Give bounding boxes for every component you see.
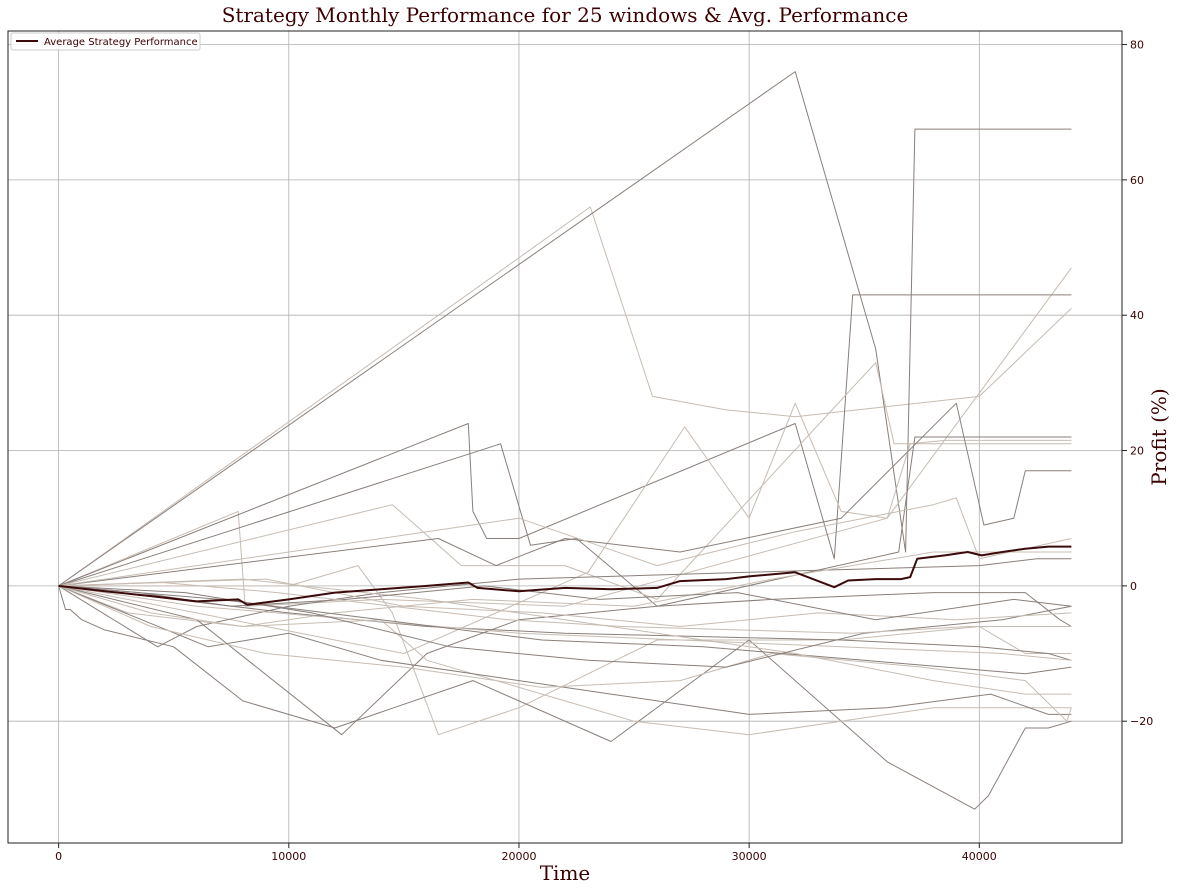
window-series-line-7 [58, 362, 1072, 600]
window-series-line-23 [58, 578, 1072, 627]
window-series-line-1 [58, 206, 1072, 587]
y-axis-ticks: −20 0 20 40 60 80 [1122, 39, 1153, 728]
window-series-line-21 [58, 578, 1072, 695]
window-series-line-15 [58, 585, 1072, 736]
y-tick-label: 60 [1130, 174, 1144, 187]
chart-title: Strategy Monthly Performance for 25 wind… [222, 3, 909, 27]
window-series-line-5 [58, 402, 1072, 654]
window-series-line-9 [58, 497, 1072, 587]
x-tick-label: 30000 [732, 850, 767, 863]
y-tick-label: 40 [1130, 309, 1144, 322]
window-series-line-2 [58, 71, 1072, 587]
y-tick-label: 80 [1130, 39, 1144, 52]
window-series-line-13 [58, 565, 1072, 736]
window-series-group [58, 71, 1072, 810]
x-tick-label: 20000 [501, 850, 536, 863]
legend-box [10, 32, 201, 51]
y-tick-label: −20 [1130, 715, 1153, 728]
x-tick-label: 10000 [271, 850, 306, 863]
y-tick-label: 0 [1130, 580, 1137, 593]
x-axis-ticks: 0 10000 20000 30000 40000 [55, 843, 997, 863]
x-tick-label: 40000 [962, 850, 997, 863]
x-tick-label: 0 [55, 850, 62, 863]
average-series-group [58, 545, 1072, 606]
window-series-line-19 [58, 585, 1072, 661]
window-series-line-14 [58, 585, 1072, 810]
y-axis-label: Profit (%) [1147, 388, 1171, 485]
legend: Average Strategy Performance [10, 32, 201, 51]
window-series-line-16 [58, 585, 1072, 715]
window-series-line-6 [58, 436, 1072, 607]
plot-frame [7, 30, 1123, 844]
average-series-line [58, 545, 1072, 606]
y-tick-label: 20 [1130, 445, 1144, 458]
window-series-line-4 [58, 294, 1072, 587]
window-series-line-10 [58, 558, 1072, 648]
window-series-line-25 [58, 582, 1072, 634]
window-series-line-8 [58, 402, 1072, 587]
legend-entry-average: Average Strategy Performance [44, 37, 198, 48]
window-series-line-11 [58, 551, 1072, 627]
x-axis-label: Time [540, 861, 591, 885]
